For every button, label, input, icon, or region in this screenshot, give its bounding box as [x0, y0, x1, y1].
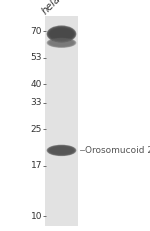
Text: hela: hela	[40, 0, 63, 16]
Ellipse shape	[47, 145, 76, 156]
Text: 40: 40	[31, 80, 42, 89]
Text: 33: 33	[30, 98, 42, 107]
Ellipse shape	[48, 26, 75, 42]
Ellipse shape	[48, 27, 75, 41]
Ellipse shape	[49, 146, 74, 155]
Text: 17: 17	[30, 161, 42, 170]
Ellipse shape	[49, 146, 74, 155]
Ellipse shape	[46, 25, 76, 43]
Ellipse shape	[46, 145, 76, 156]
Ellipse shape	[48, 39, 75, 47]
Ellipse shape	[48, 38, 75, 47]
Ellipse shape	[47, 145, 76, 156]
Ellipse shape	[47, 26, 76, 42]
Ellipse shape	[49, 27, 74, 41]
Ellipse shape	[48, 38, 75, 47]
Ellipse shape	[48, 39, 75, 47]
Ellipse shape	[48, 145, 75, 155]
Ellipse shape	[47, 145, 76, 156]
Ellipse shape	[47, 38, 76, 48]
Ellipse shape	[48, 38, 75, 47]
Text: 53: 53	[30, 53, 42, 62]
Ellipse shape	[47, 38, 76, 48]
Text: 10: 10	[30, 212, 42, 221]
Ellipse shape	[47, 38, 76, 48]
Text: Orosomucoid 2: Orosomucoid 2	[85, 146, 150, 155]
Ellipse shape	[48, 26, 75, 42]
Ellipse shape	[48, 27, 75, 41]
Ellipse shape	[48, 146, 75, 155]
Ellipse shape	[49, 27, 74, 40]
Ellipse shape	[47, 26, 76, 42]
Ellipse shape	[48, 146, 75, 155]
Ellipse shape	[48, 38, 75, 47]
Text: 70: 70	[30, 27, 42, 36]
Ellipse shape	[48, 146, 75, 155]
Ellipse shape	[47, 38, 76, 48]
Ellipse shape	[48, 146, 75, 155]
Ellipse shape	[47, 26, 76, 42]
Ellipse shape	[48, 27, 75, 41]
Bar	[45, 16, 78, 226]
Ellipse shape	[48, 27, 75, 41]
Ellipse shape	[47, 25, 76, 43]
Ellipse shape	[48, 145, 75, 155]
Text: 25: 25	[31, 125, 42, 134]
Ellipse shape	[46, 38, 76, 48]
Ellipse shape	[47, 145, 76, 156]
